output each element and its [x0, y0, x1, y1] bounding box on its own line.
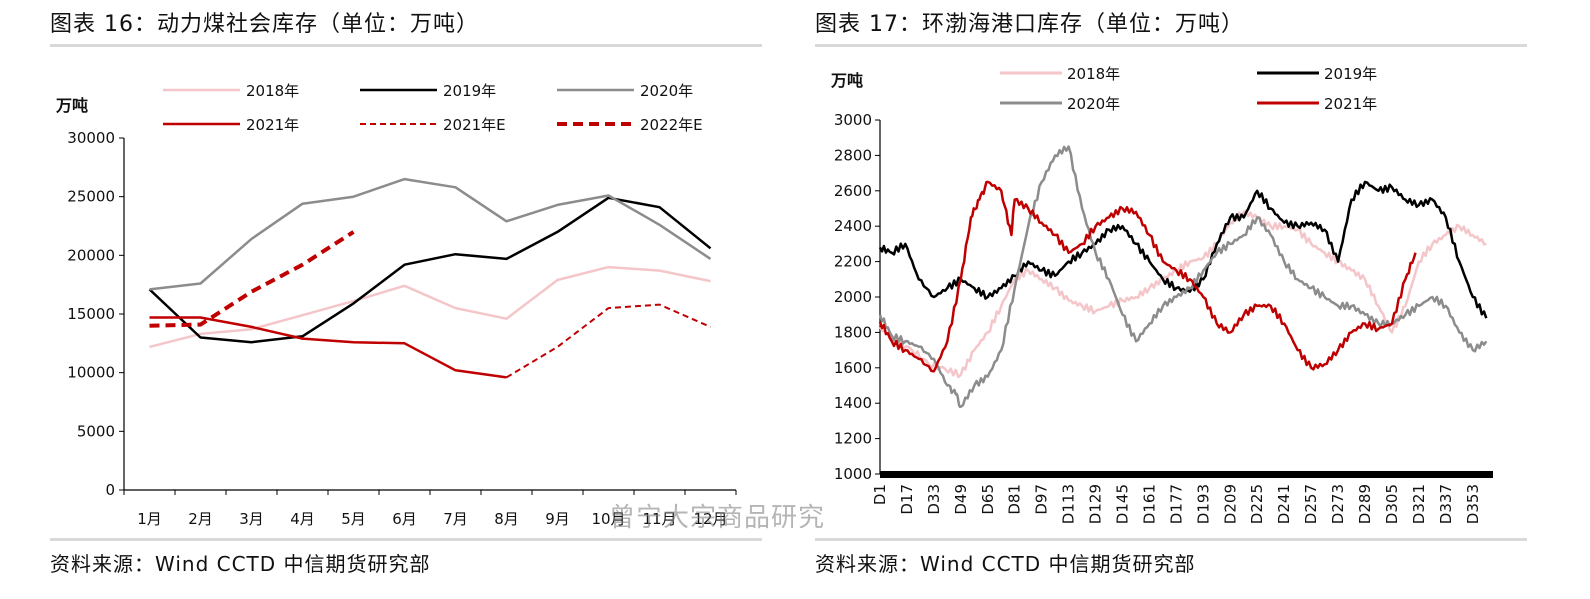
series-2022-E-line: [149, 230, 355, 328]
title-rule: [815, 44, 1527, 47]
x-tick-label: D17: [898, 484, 916, 515]
x-tick-label: 6月: [392, 510, 417, 528]
y-axis-unit: 万吨: [55, 96, 88, 115]
y-tick-label: 1600: [834, 359, 872, 377]
x-tick-label: D49: [952, 484, 970, 515]
y-tick-label: 1800: [834, 323, 872, 341]
x-tick-label: D81: [1006, 484, 1024, 515]
x-tick-label: D129: [1087, 484, 1105, 524]
x-tick-label: 11月: [642, 510, 676, 528]
source-rule: [50, 538, 762, 541]
figure-17-title: 图表 17：环渤海港口库存（单位：万吨）: [815, 12, 1244, 37]
x-tick-label: D241: [1275, 484, 1293, 524]
series-2021-E-line: [505, 303, 711, 379]
x-tick-label: D305: [1383, 484, 1401, 524]
y-tick-label: 15000: [67, 305, 115, 323]
x-tick-label: 9月: [545, 510, 570, 528]
y-tick-label: 2400: [834, 217, 872, 235]
x-tick-label: D1: [871, 484, 889, 505]
watermark-text: 曾宁大宗商品研究: [609, 503, 826, 533]
figure-16-title: 图表 16：动力煤社会库存（单位：万吨）: [50, 12, 479, 37]
x-tick-label: 5月: [341, 510, 366, 528]
legend-label: 2021年: [246, 116, 299, 134]
figure-16-source: 资料来源：Wind CCTD 中信期货研究部: [50, 552, 431, 576]
y-tick-label: 10000: [67, 364, 115, 382]
x-tick-label: 7月: [443, 510, 468, 528]
series-2018-line: [149, 265, 711, 349]
series-2019-line: [148, 196, 712, 344]
legend-label: 2021年E: [443, 116, 506, 134]
title-rule: [50, 44, 762, 47]
x-tick-label: 3月: [239, 510, 264, 528]
y-tick-label: 5000: [77, 422, 115, 440]
y-tick-label: 2800: [834, 146, 872, 164]
x-tick-label: D209: [1221, 484, 1239, 524]
series-2021-line: [878, 180, 1417, 373]
x-tick-label: D145: [1114, 484, 1132, 524]
x-tick-label: D337: [1437, 484, 1455, 524]
x-tick-label: D113: [1060, 484, 1078, 524]
legend-label: 2021年: [1324, 95, 1377, 113]
y-tick-label: 2200: [834, 253, 872, 271]
y-axis-unit: 万吨: [830, 71, 863, 90]
legend-label: 2018年: [1067, 65, 1120, 83]
y-tick-label: 0: [105, 481, 115, 499]
social-inventory-chart: 0 5000 10000 15000 20000 25000 30000 1月 2月 3月 4月 5月…: [55, 82, 737, 528]
series-2021-line: [149, 316, 507, 379]
legend-label: 2022年E: [640, 116, 703, 134]
x-tick-label: D321: [1410, 484, 1428, 524]
x-tick-label: D289: [1356, 484, 1374, 524]
port-inventory-chart: 1000 1200 1400 1600 1800 2000 2200 2400 2600 2800…: [830, 65, 1493, 524]
y-tick-label: 1000: [834, 465, 872, 483]
legend-label: 2020年: [1067, 95, 1120, 113]
figure-17-panel: 图表 17：环渤海港口库存（单位：万吨） 1000 1200 1400 1600 180…: [795, 0, 1590, 599]
y-tick-label: 25000: [67, 188, 115, 206]
x-tick-label: D33: [925, 484, 943, 515]
legend-label: 2019年: [1324, 65, 1377, 83]
y-tick-label: 1400: [834, 394, 872, 412]
y-tick-label: 30000: [67, 129, 115, 147]
x-tick-label: D161: [1141, 484, 1159, 524]
source-rule: [815, 538, 1527, 541]
x-tick-label: D257: [1302, 484, 1320, 524]
legend-label: 2020年: [640, 82, 693, 100]
x-tick-label: D273: [1329, 484, 1347, 524]
x-tick-label: 8月: [494, 510, 519, 528]
series-2020-line: [149, 177, 712, 291]
figure-16-panel: 图表 16：动力煤社会库存（单位：万吨） 0 5000 10000 15000 2000…: [0, 0, 790, 599]
legend-label: 2019年: [443, 82, 496, 100]
x-tick-label: D97: [1033, 484, 1051, 515]
y-tick-label: 3000: [834, 111, 872, 129]
series-2018-line: [878, 209, 1487, 379]
x-tick-label: 12月: [693, 510, 727, 528]
y-tick-label: 1200: [834, 430, 872, 448]
series-2019-line: [878, 180, 1488, 319]
y-tick-label: 2000: [834, 288, 872, 306]
x-tick-label: 4月: [290, 510, 315, 528]
x-tick-label: 1月: [137, 510, 162, 528]
x-tick-label: D65: [979, 484, 997, 515]
x-tick-label: D225: [1248, 484, 1266, 524]
x-axis: [880, 471, 1493, 478]
legend-label: 2018年: [246, 82, 299, 100]
x-tick-label: D353: [1464, 484, 1482, 524]
x-tick-label: 2月: [188, 510, 213, 528]
series-2020-line: [878, 145, 1488, 409]
x-tick-label: D193: [1194, 484, 1212, 524]
y-tick-label: 2600: [834, 182, 872, 200]
figure-17-source: 资料来源：Wind CCTD 中信期货研究部: [815, 552, 1196, 576]
y-tick-label: 20000: [67, 246, 115, 264]
x-tick-label: D177: [1167, 484, 1185, 524]
x-tick-label: 10月: [591, 510, 625, 528]
